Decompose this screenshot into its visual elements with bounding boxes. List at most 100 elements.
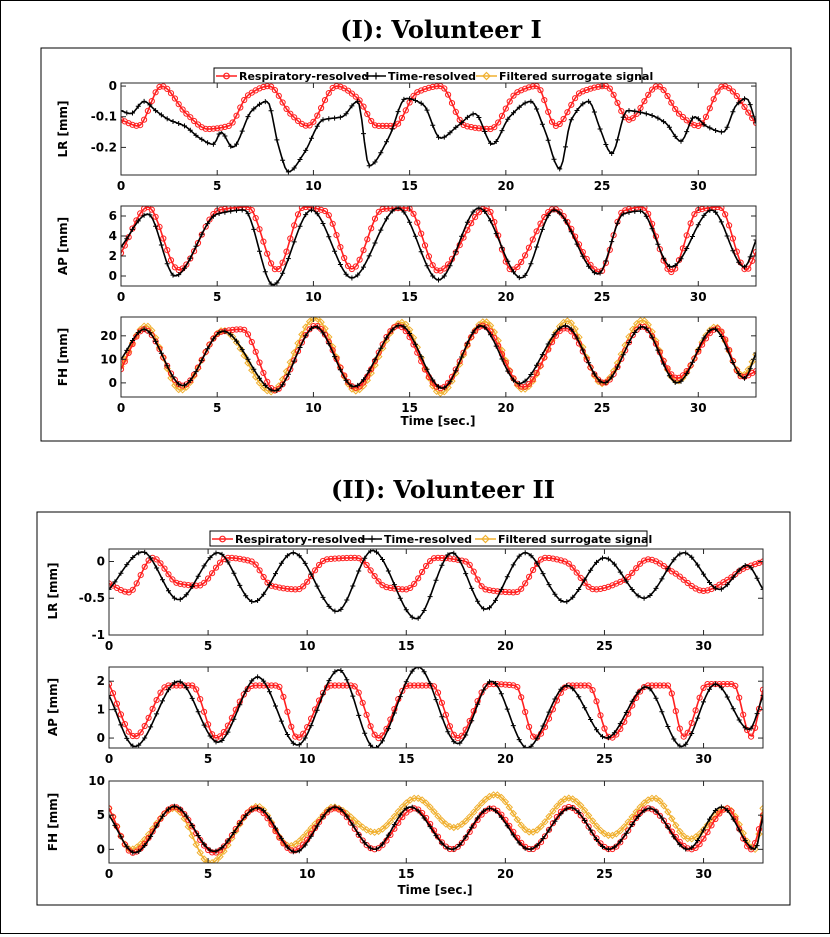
marker-respiratory	[371, 573, 378, 580]
legend-label-time: Time-resolved	[384, 533, 472, 546]
marker-time	[623, 578, 629, 584]
marker-time	[586, 263, 592, 269]
marker-time	[308, 723, 314, 729]
axes-box	[120, 82, 757, 176]
marker-respiratory	[137, 210, 144, 217]
marker-respiratory	[129, 121, 136, 128]
y-tick-label: 10	[100, 352, 117, 366]
marker-time	[166, 588, 171, 594]
marker-respiratory	[434, 689, 442, 696]
marker-time	[597, 270, 603, 276]
marker-respiratory	[306, 122, 313, 129]
marker-time	[564, 806, 570, 812]
marker-time	[498, 814, 504, 820]
marker-respiratory	[197, 696, 204, 703]
marker-respiratory	[244, 331, 252, 338]
marker-time	[361, 264, 366, 270]
marker-time	[430, 273, 436, 279]
marker-time	[488, 332, 493, 338]
marker-respiratory	[472, 124, 479, 131]
marker-surrogate	[301, 323, 310, 331]
marker-respiratory	[268, 260, 275, 267]
marker-respiratory	[209, 570, 216, 577]
marker-time	[689, 845, 695, 851]
axes-box	[108, 548, 764, 636]
marker-respiratory	[232, 555, 239, 562]
marker-time	[273, 571, 278, 577]
marker-time	[707, 125, 713, 131]
marker-respiratory	[210, 125, 217, 132]
marker-respiratory	[367, 723, 374, 730]
marker-respiratory	[260, 573, 267, 581]
marker-respiratory	[175, 101, 182, 108]
marker-time	[453, 124, 459, 130]
marker-respiratory	[351, 683, 358, 690]
marker-time	[459, 120, 465, 126]
marker-respiratory	[291, 222, 298, 229]
marker-respiratory	[691, 211, 698, 218]
marker-time	[498, 586, 504, 592]
marker-surrogate	[430, 807, 438, 816]
marker-time	[545, 213, 551, 219]
marker-time	[564, 683, 570, 688]
marker-time	[597, 126, 603, 132]
marker-time	[653, 585, 659, 591]
marker-time	[391, 710, 397, 716]
marker-surrogate	[461, 817, 470, 825]
marker-respiratory	[691, 122, 698, 129]
marker-time	[326, 603, 332, 609]
marker-respiratory	[268, 83, 275, 90]
marker-time	[488, 140, 493, 146]
y-tick-label: 20	[100, 329, 117, 343]
marker-time	[481, 808, 487, 814]
marker-time	[689, 731, 695, 736]
marker-respiratory	[314, 112, 321, 119]
marker-respiratory	[714, 88, 721, 95]
marker-time	[158, 350, 164, 356]
marker-respiratory	[468, 124, 475, 131]
marker-respiratory	[506, 681, 513, 689]
marker-time	[384, 139, 389, 145]
marker-time	[302, 842, 308, 848]
marker-time	[591, 371, 597, 377]
marker-respiratory	[605, 583, 612, 590]
marker-respiratory	[729, 235, 737, 242]
marker-respiratory	[145, 714, 152, 721]
marker-time	[539, 352, 545, 358]
marker-time	[671, 557, 677, 563]
marker-surrogate	[422, 799, 430, 807]
marker-surrogate	[563, 317, 572, 325]
marker-time	[183, 592, 189, 598]
marker-time	[118, 570, 124, 576]
marker-surrogate	[640, 317, 649, 325]
marker-time	[557, 210, 563, 216]
panel-title-volunteer-1: (I): Volunteer I	[340, 15, 541, 44]
marker-time	[268, 387, 274, 393]
marker-respiratory	[549, 555, 557, 562]
marker-respiratory	[352, 93, 359, 100]
marker-respiratory	[474, 576, 481, 583]
marker-time	[665, 724, 671, 729]
marker-time	[730, 816, 736, 822]
marker-time	[303, 333, 309, 339]
x-tick-label: 5	[213, 401, 221, 415]
marker-time	[268, 108, 274, 114]
marker-time	[421, 669, 427, 675]
marker-time	[170, 374, 176, 380]
marker-time	[433, 577, 439, 583]
marker-respiratory	[345, 87, 352, 94]
marker-time	[557, 166, 563, 172]
marker-respiratory	[117, 587, 125, 594]
marker-time	[164, 261, 170, 267]
marker-respiratory	[495, 119, 502, 126]
marker-time	[267, 582, 272, 588]
marker-respiratory	[275, 385, 282, 392]
marker-respiratory	[425, 84, 432, 91]
marker-surrogate	[572, 797, 581, 806]
marker-surrogate	[580, 806, 589, 815]
marker-time	[182, 265, 187, 271]
marker-surrogate	[656, 797, 664, 805]
marker-time	[638, 109, 643, 115]
marker-respiratory	[560, 115, 567, 123]
marker-time	[201, 722, 207, 728]
